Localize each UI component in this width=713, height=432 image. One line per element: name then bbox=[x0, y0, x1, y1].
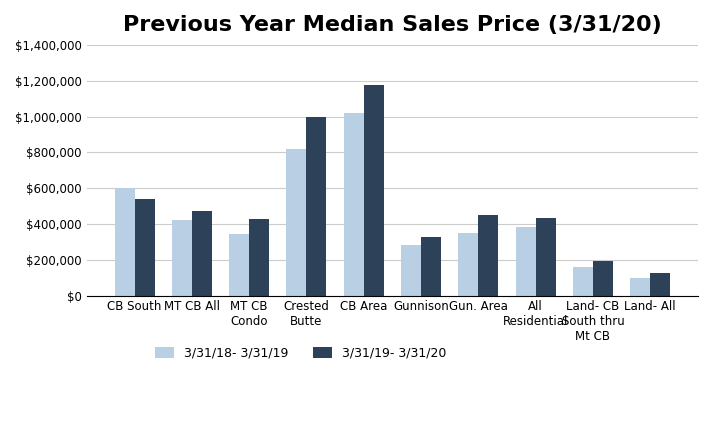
Bar bbox=[135, 199, 155, 295]
Bar bbox=[249, 219, 270, 295]
Bar bbox=[115, 188, 135, 295]
Title: Previous Year Median Sales Price (3/31/20): Previous Year Median Sales Price (3/31/2… bbox=[123, 15, 662, 35]
Bar bbox=[573, 267, 593, 295]
Bar bbox=[192, 210, 212, 295]
Bar bbox=[287, 149, 307, 295]
Bar bbox=[593, 260, 613, 295]
Bar bbox=[478, 215, 498, 295]
Bar bbox=[229, 234, 249, 295]
Bar bbox=[364, 85, 384, 295]
Bar bbox=[307, 117, 327, 295]
Bar bbox=[401, 245, 421, 295]
Bar bbox=[344, 113, 364, 295]
Bar bbox=[535, 218, 555, 295]
Bar bbox=[458, 233, 478, 295]
Legend: 3/31/18- 3/31/19, 3/31/19- 3/31/20: 3/31/18- 3/31/19, 3/31/19- 3/31/20 bbox=[155, 346, 446, 359]
Bar bbox=[515, 227, 535, 295]
Bar bbox=[630, 278, 650, 295]
Bar bbox=[421, 237, 441, 295]
Bar bbox=[650, 273, 670, 295]
Bar bbox=[172, 220, 192, 295]
